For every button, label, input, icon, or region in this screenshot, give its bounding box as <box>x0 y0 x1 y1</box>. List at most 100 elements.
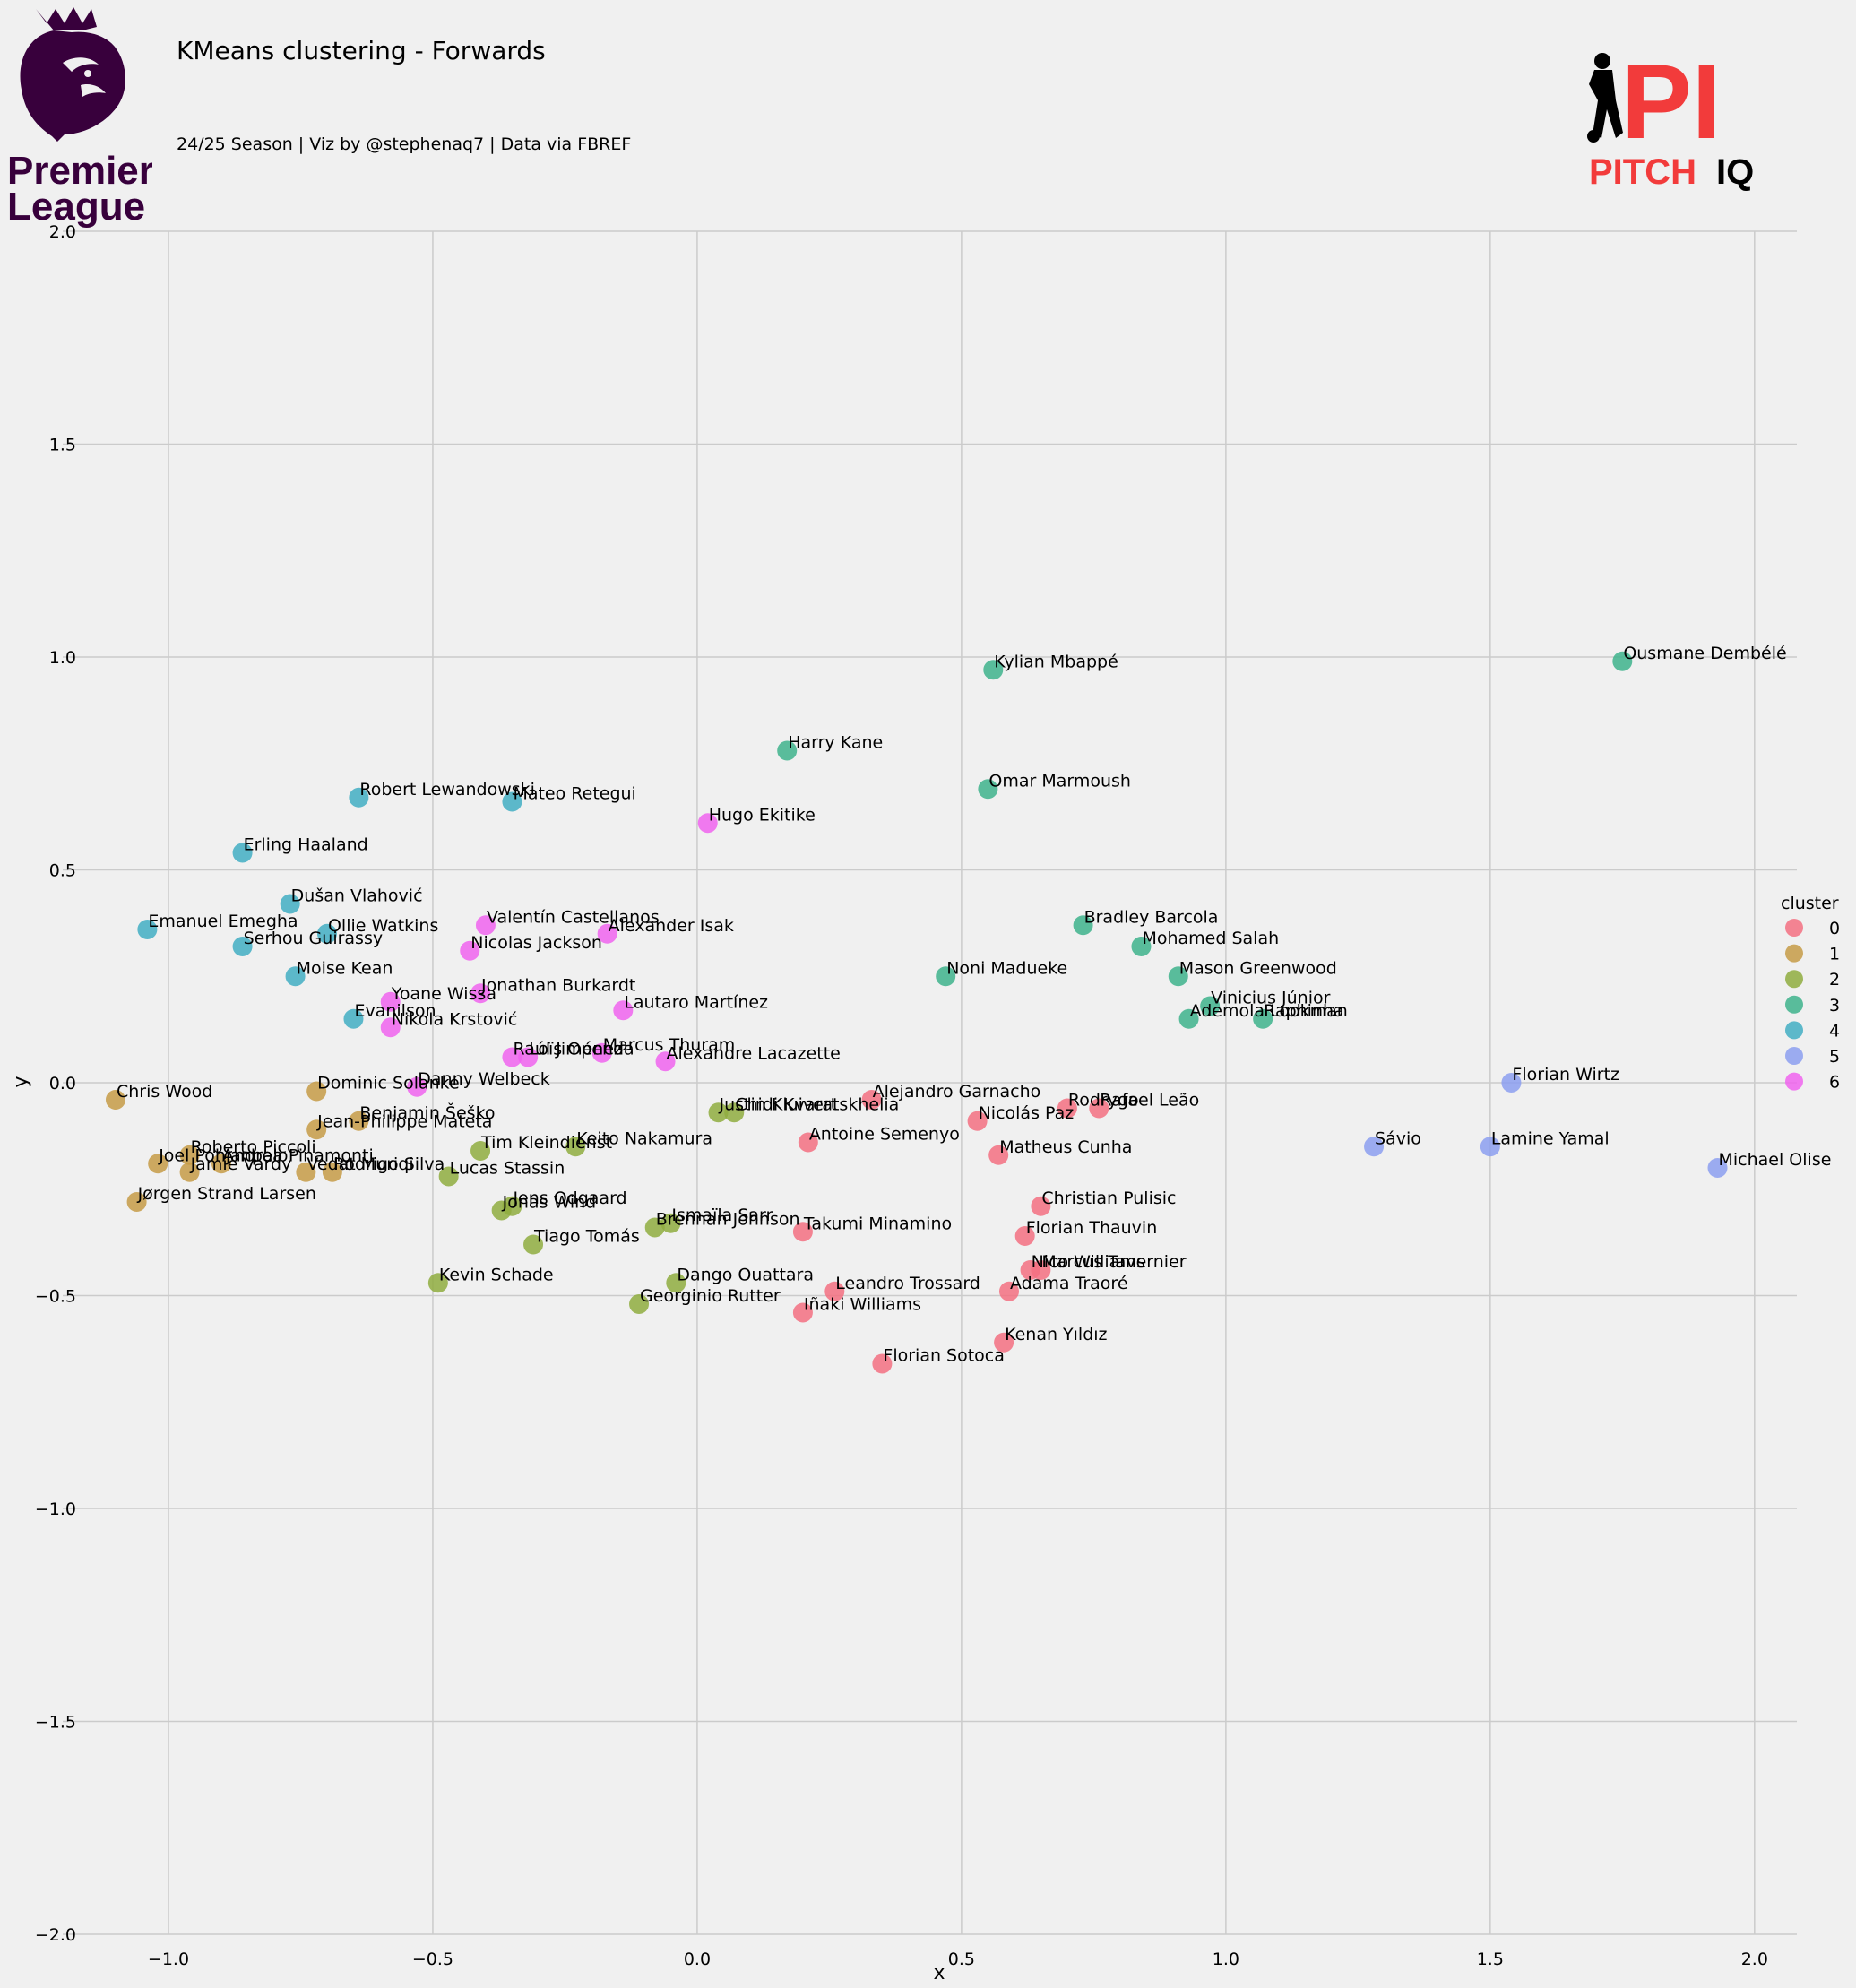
point-label-57: Serhou Guirassy <box>244 929 384 948</box>
scatter-point-37 <box>427 1273 448 1293</box>
scatter-point-49 <box>1178 1008 1199 1029</box>
point-label-74: Loïs Openda <box>529 1040 634 1059</box>
point-label-20: Roberto Piccoli <box>191 1137 316 1157</box>
scatter-point-13 <box>792 1302 813 1323</box>
scatter-point-43 <box>978 779 998 800</box>
scatter-point-25 <box>322 1162 342 1182</box>
scatter-point-52 <box>502 791 522 812</box>
x-tick-label-5: 1.5 <box>1477 1949 1504 1969</box>
point-label-31: Lucas Stassin <box>450 1159 565 1179</box>
scatter-point-70 <box>613 1000 634 1021</box>
scatter-point-34 <box>660 1213 681 1233</box>
y-tick-label-4: 0.0 <box>49 1074 76 1093</box>
scatter-point-47 <box>1168 966 1188 987</box>
x-axis-ticks: −1.0 −0.5 0.0 0.5 1.0 1.5 2.0 <box>148 1949 1768 1969</box>
scatter-point-62 <box>1480 1137 1500 1157</box>
point-label-63: Michael Olise <box>1719 1150 1832 1170</box>
y-tick-label-7: 1.5 <box>49 436 76 455</box>
scatter-point-57 <box>232 937 253 956</box>
point-label-18: Benjamin Šeško <box>359 1102 495 1123</box>
point-label-62: Lamine Yamal <box>1491 1128 1610 1148</box>
legend-marker-5 <box>1785 1047 1803 1065</box>
point-label-2: Rafael Leão <box>1100 1091 1199 1111</box>
point-label-36: Tiago Tomás <box>533 1227 640 1247</box>
legend-title: cluster <box>1781 894 1839 913</box>
legend-marker-3 <box>1785 995 1803 1014</box>
scatter-point-26 <box>126 1192 147 1212</box>
point-label-12: Leandro Trossard <box>835 1274 980 1293</box>
scatter-point-20 <box>179 1145 200 1165</box>
legend-marker-2 <box>1785 970 1803 989</box>
point-label-4: Antoine Semenyo <box>809 1125 960 1145</box>
y-tick-label-5: 0.5 <box>49 861 76 881</box>
premier-league-logo: Premier League <box>7 7 152 229</box>
lion-head-icon <box>20 30 125 142</box>
scatter-point-16 <box>105 1090 125 1110</box>
scatter-point-39 <box>629 1294 650 1314</box>
point-label-71: Nikola Krstović <box>392 1009 518 1029</box>
point-label-13: Iñaki Williams <box>804 1295 921 1315</box>
scatter-point-28 <box>724 1102 745 1123</box>
scatter-point-7 <box>792 1222 813 1242</box>
point-label-15: Florian Sotoca <box>883 1346 1005 1366</box>
scatter-point-3 <box>967 1111 988 1131</box>
point-label-68: Jonathan Burkardt <box>480 975 635 995</box>
y-tick-label-0: −2.0 <box>35 1925 76 1945</box>
logo-text-premier: Premier <box>7 149 152 193</box>
scatter-point-41 <box>983 660 1004 680</box>
scatter-point-67 <box>460 940 480 961</box>
scatter-point-15 <box>872 1353 893 1374</box>
x-tick-label-6: 2.0 <box>1741 1949 1768 1969</box>
point-label-17: Dominic Solanke <box>317 1074 460 1093</box>
y-tick-label-6: 1.0 <box>49 648 76 668</box>
point-label-47: Mason Greenwood <box>1179 958 1337 978</box>
scatter-point-64 <box>697 813 718 834</box>
scatter-point-42 <box>777 740 798 761</box>
point-label-19: Jean-Philippe Mateta <box>316 1111 492 1131</box>
point-label-67: Nicolas Jackson <box>470 933 602 953</box>
point-label-49: Ademola Lookman <box>1190 1001 1348 1021</box>
legend-label-5: 5 <box>1829 1047 1840 1067</box>
legend-marker-1 <box>1785 944 1803 963</box>
legend-label-1: 1 <box>1829 945 1840 964</box>
scatter-point-17 <box>306 1081 327 1102</box>
point-label-56: Ollie Watkins <box>328 916 438 936</box>
scatter-point-33 <box>491 1200 512 1221</box>
scatter-point-18 <box>349 1111 369 1131</box>
x-tick-label-0: −1.0 <box>148 1949 189 1969</box>
scatter-point-63 <box>1707 1158 1728 1178</box>
point-label-45: Mohamed Salah <box>1142 929 1279 948</box>
point-label-0: Alejandro Garnacho <box>873 1082 1041 1102</box>
point-label-21: Joel Pohjanpalo <box>158 1145 288 1165</box>
y-axis-label: y <box>10 1076 32 1087</box>
footballer-icon <box>1587 53 1623 143</box>
scatter-point-4 <box>798 1132 818 1153</box>
legend: cluster 0 1 2 3 4 5 6 <box>1781 894 1840 1093</box>
scatter-point-74 <box>518 1047 539 1067</box>
x-tick-label-4: 1.0 <box>1213 1949 1239 1969</box>
point-label-75: Alexandre Lacazette <box>667 1043 841 1063</box>
scatter-point-40 <box>1612 651 1633 671</box>
scatter-point-11 <box>998 1281 1019 1301</box>
logo-text-league: League <box>7 185 145 229</box>
legend-label-6: 6 <box>1829 1073 1840 1093</box>
legend-label-4: 4 <box>1829 1021 1840 1041</box>
point-label-5: Matheus Cunha <box>999 1137 1132 1157</box>
point-label-28: Chidi Kvaratskhelia <box>735 1094 899 1114</box>
scatter-point-27 <box>708 1102 729 1123</box>
point-label-26: Jørgen Strand Larsen <box>137 1184 316 1204</box>
point-label-52: Mateo Retegui <box>513 784 635 804</box>
point-label-59: Evanilson <box>354 1001 436 1021</box>
point-label-37: Kevin Schade <box>439 1265 554 1284</box>
point-label-30: Tim Kleindienst <box>480 1133 612 1153</box>
point-label-7: Takumi Minamino <box>803 1214 952 1233</box>
y-tick-label-8: 2.0 <box>49 222 76 242</box>
scatter-point-55 <box>137 920 158 939</box>
lion-crown-icon <box>36 7 97 30</box>
point-label-41: Kylian Mbappé <box>994 652 1118 671</box>
y-axis-ticks: −2.0 −1.5 −1.0 −0.5 0.0 0.5 1.0 1.5 2.0 <box>35 222 76 1945</box>
legend-marker-4 <box>1785 1021 1803 1040</box>
pitch-iq-logo: PI PITCH IQ <box>1587 45 1754 192</box>
